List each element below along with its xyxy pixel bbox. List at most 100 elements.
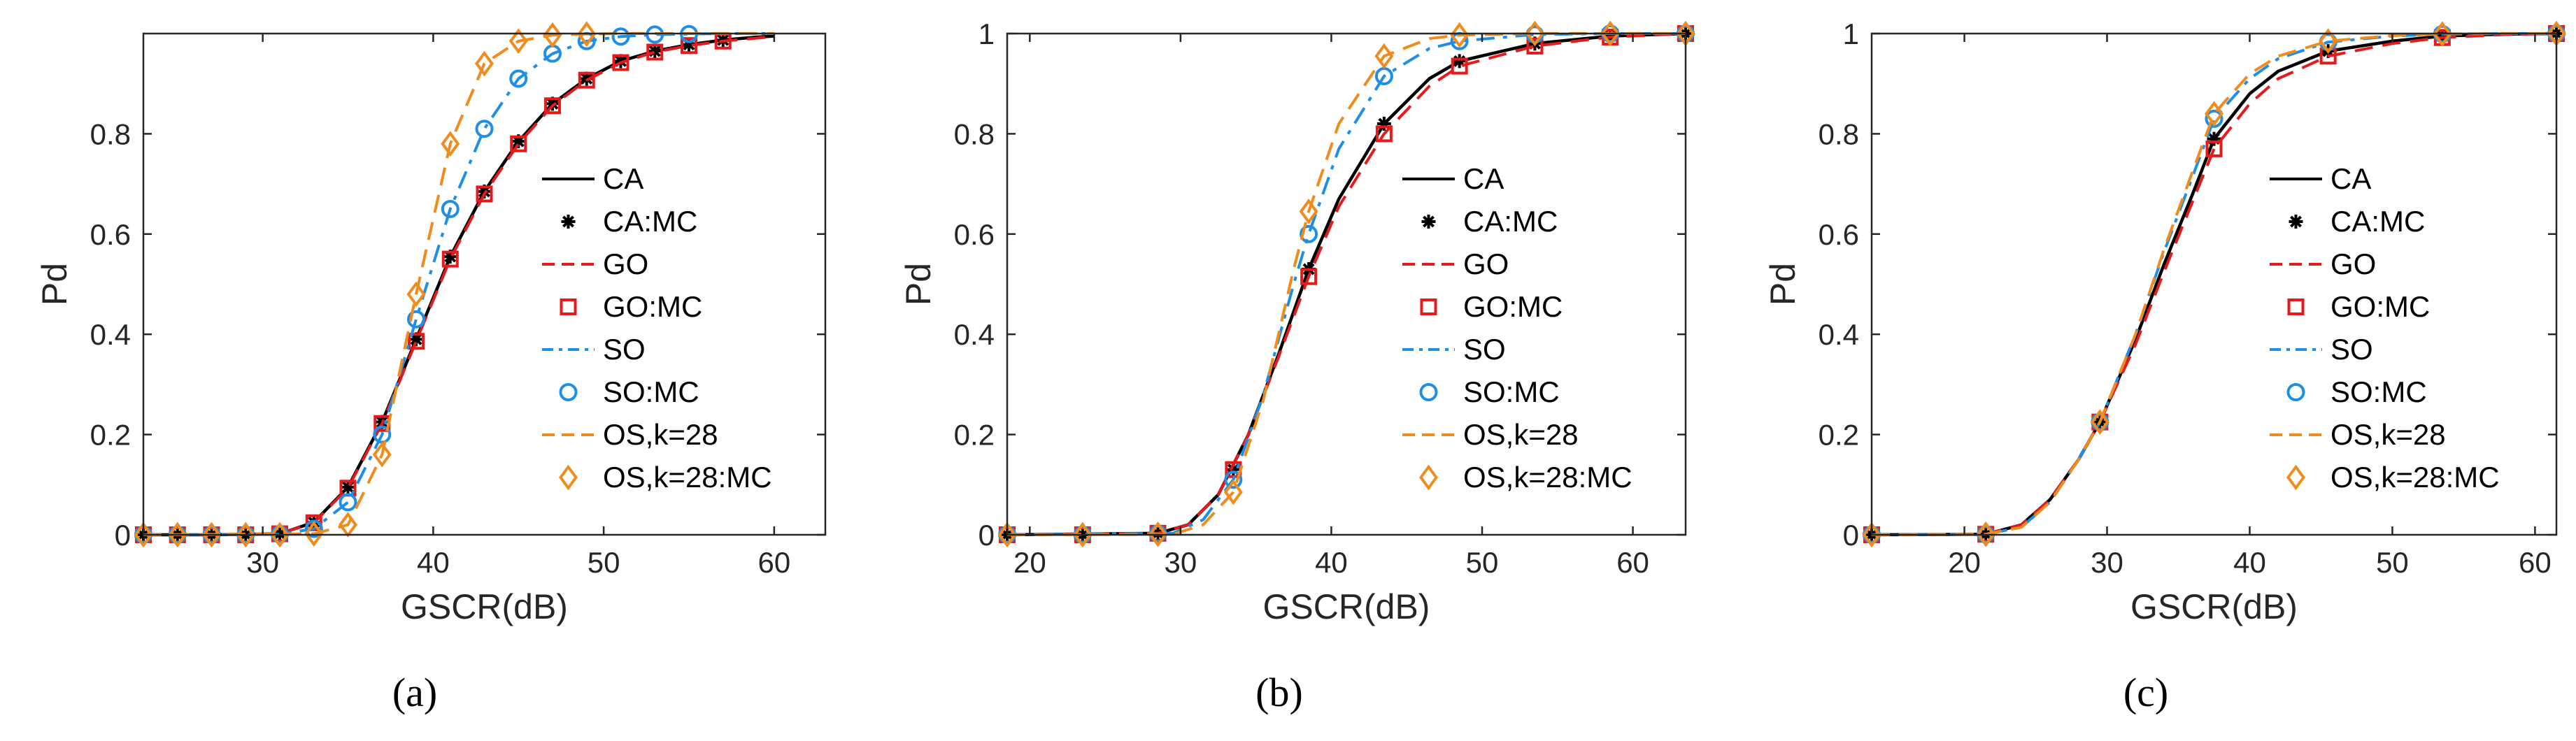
marker-os-k-28-mc-a — [508, 28, 528, 55]
marker-so-mc-a — [611, 27, 630, 46]
caption-c: (c) — [2123, 670, 2168, 715]
marker-ca-mc-a — [682, 37, 696, 52]
marker-go-mc-b — [1300, 268, 1318, 285]
y-tick-label-b: 0.8 — [954, 117, 995, 150]
y-tick-label-c: 0.2 — [1819, 419, 1859, 452]
legend-entry-7-c: OS,k=28:MC — [2331, 461, 2500, 494]
marker-ca-mc-a — [648, 44, 662, 59]
marker-os-k-28-mc-a — [577, 21, 597, 48]
marker-go-mc-b — [1375, 125, 1393, 143]
y-axis-label-c: Pd — [1763, 263, 1802, 305]
marker-go-mc-a — [408, 333, 425, 350]
x-tick-label-a: 50 — [588, 546, 620, 579]
y-tick-label-a: 0.8 — [90, 117, 131, 150]
y-tick-label-a: 0.4 — [90, 318, 131, 351]
marker-ca-mc-a — [613, 54, 628, 69]
legend-entry-5-b: SO:MC — [1463, 375, 1560, 408]
marker-os-k-28-mc-b — [1374, 43, 1394, 69]
marker-go-mc-a — [510, 135, 527, 152]
series-group-b — [997, 20, 1695, 548]
marker-os-k-28-mc-c — [1976, 521, 1995, 547]
marker-ca-mc-b — [1452, 54, 1467, 69]
marker-go-mc-a — [578, 71, 595, 89]
line-os-k-28-b — [1007, 32, 1686, 536]
marker-os-k-28-mc-b — [1450, 22, 1470, 48]
y-tick-label-b: 0 — [979, 519, 995, 552]
marker-os-k-28-mc-b — [1148, 521, 1168, 547]
marker-ca-mc-c — [2435, 29, 2449, 43]
x-tick-label-c: 50 — [2376, 546, 2409, 579]
legend-entry-4-b: SO — [1463, 333, 1506, 366]
legend-entry-2-a: GO — [603, 247, 648, 280]
marker-ca-mc-a — [341, 480, 355, 494]
axes-box-b — [1006, 32, 1687, 536]
marker-ca-mc-a — [546, 96, 560, 111]
marker-os-k-28-mc-a — [270, 521, 290, 548]
marker-so-mc-a — [475, 120, 494, 138]
legend-swatch-7-b — [1419, 464, 1438, 491]
marker-ca-mc-a — [511, 134, 526, 149]
legend-entry-1-c: CA:MC — [2331, 205, 2425, 238]
marker-so-mc-a — [339, 493, 357, 512]
marker-os-k-28-mc-c — [1862, 521, 1881, 548]
x-tick-label-c: 40 — [2233, 546, 2266, 579]
marker-go-mc-a — [441, 250, 459, 268]
x-tick-label-a: 40 — [417, 546, 450, 579]
legend-entry-5-c: SO:MC — [2331, 375, 2427, 408]
legend-swatch-1-b — [1421, 215, 1436, 229]
marker-os-k-28-mc-b — [1073, 521, 1093, 548]
panel-b: 20 30 40 50 60 0 0.2 0.4 0.6 0.8 1 GSCR(dB) Pd CA CA:M… — [899, 17, 1695, 626]
legend-entry-6-c: OS,k=28 — [2331, 418, 2446, 451]
marker-os-k-28-mc-b — [1223, 479, 1243, 505]
marker-os-k-28-mc-a — [202, 521, 221, 548]
x-tick-label-c: 30 — [2091, 546, 2123, 579]
legend-swatch-5-c — [2286, 383, 2305, 401]
y-tick-label-c: 0.6 — [1819, 218, 1859, 251]
legend-entry-1-a: CA:MC — [603, 205, 697, 238]
marker-go-mc-a — [476, 185, 493, 203]
marker-ca-mc-b — [1226, 462, 1241, 477]
legend-entry-3-a: GO:MC — [603, 290, 702, 323]
legend-entry-2-b: GO — [1463, 247, 1509, 280]
plot-area-a — [143, 34, 825, 535]
line-go-b — [1007, 32, 1686, 536]
markers-os-k-28-mc-c — [1862, 20, 2566, 548]
legend-swatch-3-c — [2287, 298, 2305, 315]
marker-os-k-28-mc-a — [304, 521, 324, 547]
line-os-k-28-a — [143, 32, 774, 536]
marker-go-mc-b — [1526, 37, 1544, 55]
x-tick-label-a: 60 — [758, 546, 791, 579]
marker-os-k-28-mc-a — [168, 521, 187, 548]
x-axis-label-b: GSCR(dB) — [1263, 587, 1430, 626]
marker-os-k-28-mc-a — [543, 22, 562, 48]
marker-os-k-28-mc-b — [1525, 20, 1544, 47]
y-tick-label-c: 0.4 — [1819, 318, 1859, 351]
legend-swatch-7-a — [559, 464, 578, 491]
legend-a: CA CA:MC GO GO:MC SO SO:MC OS,k=28 OS,k=28:MC — [542, 162, 772, 494]
legend-swatch-3-b — [1420, 298, 1437, 315]
line-so-b — [1007, 32, 1686, 536]
caption-a: (a) — [392, 670, 437, 715]
legend-entry-6-a: OS,k=28 — [603, 418, 718, 451]
axes-box-a — [142, 32, 827, 536]
legend-swatch-1-a — [561, 215, 576, 229]
marker-os-k-28-mc-a — [372, 441, 392, 468]
line-go-c — [1872, 32, 2556, 536]
x-tick-label-b: 50 — [1466, 546, 1499, 579]
legend-entry-0-c: CA — [2331, 162, 2371, 195]
x-axis-label-a: GSCR(dB) — [401, 587, 568, 626]
legend-entry-6-b: OS,k=28 — [1463, 418, 1579, 451]
y-tick-label-c: 1 — [1843, 17, 1859, 50]
marker-go-mc-a — [681, 37, 697, 55]
marker-so-mc-b — [1224, 470, 1243, 489]
legend-entry-2-c: GO — [2331, 247, 2376, 280]
legend-swatch-3-a — [560, 298, 577, 315]
y-axis-label-a: Pd — [35, 263, 74, 305]
x-axis-label-c: GSCR(dB) — [2130, 587, 2298, 626]
y-tick-label-c: 0.8 — [1819, 117, 1859, 150]
marker-os-k-28-mc-b — [997, 521, 1017, 548]
legend-entry-4-a: SO — [603, 333, 646, 366]
marker-go-mc-a — [612, 54, 629, 71]
plot-area-b — [1007, 34, 1686, 535]
